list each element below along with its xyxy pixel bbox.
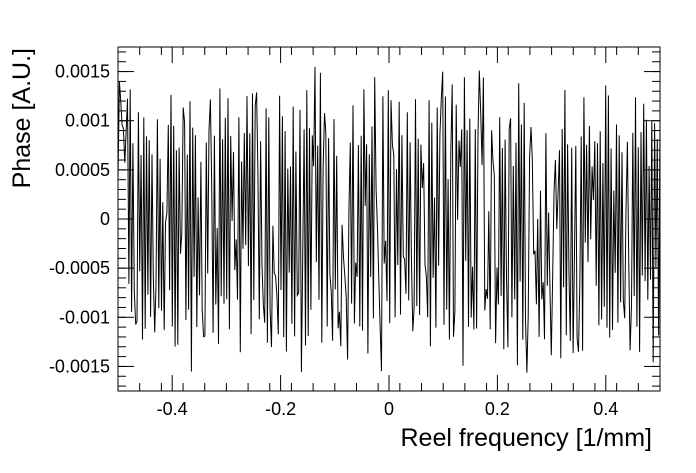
x-tick-label: -0.4 (157, 399, 188, 419)
y-axis-label: Phase [A.U.] (8, 48, 36, 188)
y-tick-label: 0.001 (65, 111, 110, 131)
y-tick-label: 0 (100, 209, 110, 229)
y-axis-ticks: -0.0015 -0.001 -0.0005 0 0.0005 0.001 0.0015 (49, 51, 660, 387)
x-tick-label: -0.2 (265, 399, 296, 419)
x-axis-label: Reel frequency [1/mm] (401, 424, 653, 452)
y-tick-label: -0.0005 (49, 258, 110, 278)
phase-series-line (117, 66, 661, 373)
x-axis-ticks: -0.4 -0.2 0 0.2 0.4 (117, 47, 661, 419)
x-tick-label: 0.2 (485, 399, 510, 419)
y-tick-label: 0.0005 (55, 160, 110, 180)
y-tick-label: -0.0015 (49, 356, 110, 376)
x-tick-label: 0.4 (593, 399, 618, 419)
y-tick-label: -0.001 (59, 307, 110, 327)
x-tick-label: 0 (384, 399, 394, 419)
y-tick-label: 0.0015 (55, 62, 110, 82)
